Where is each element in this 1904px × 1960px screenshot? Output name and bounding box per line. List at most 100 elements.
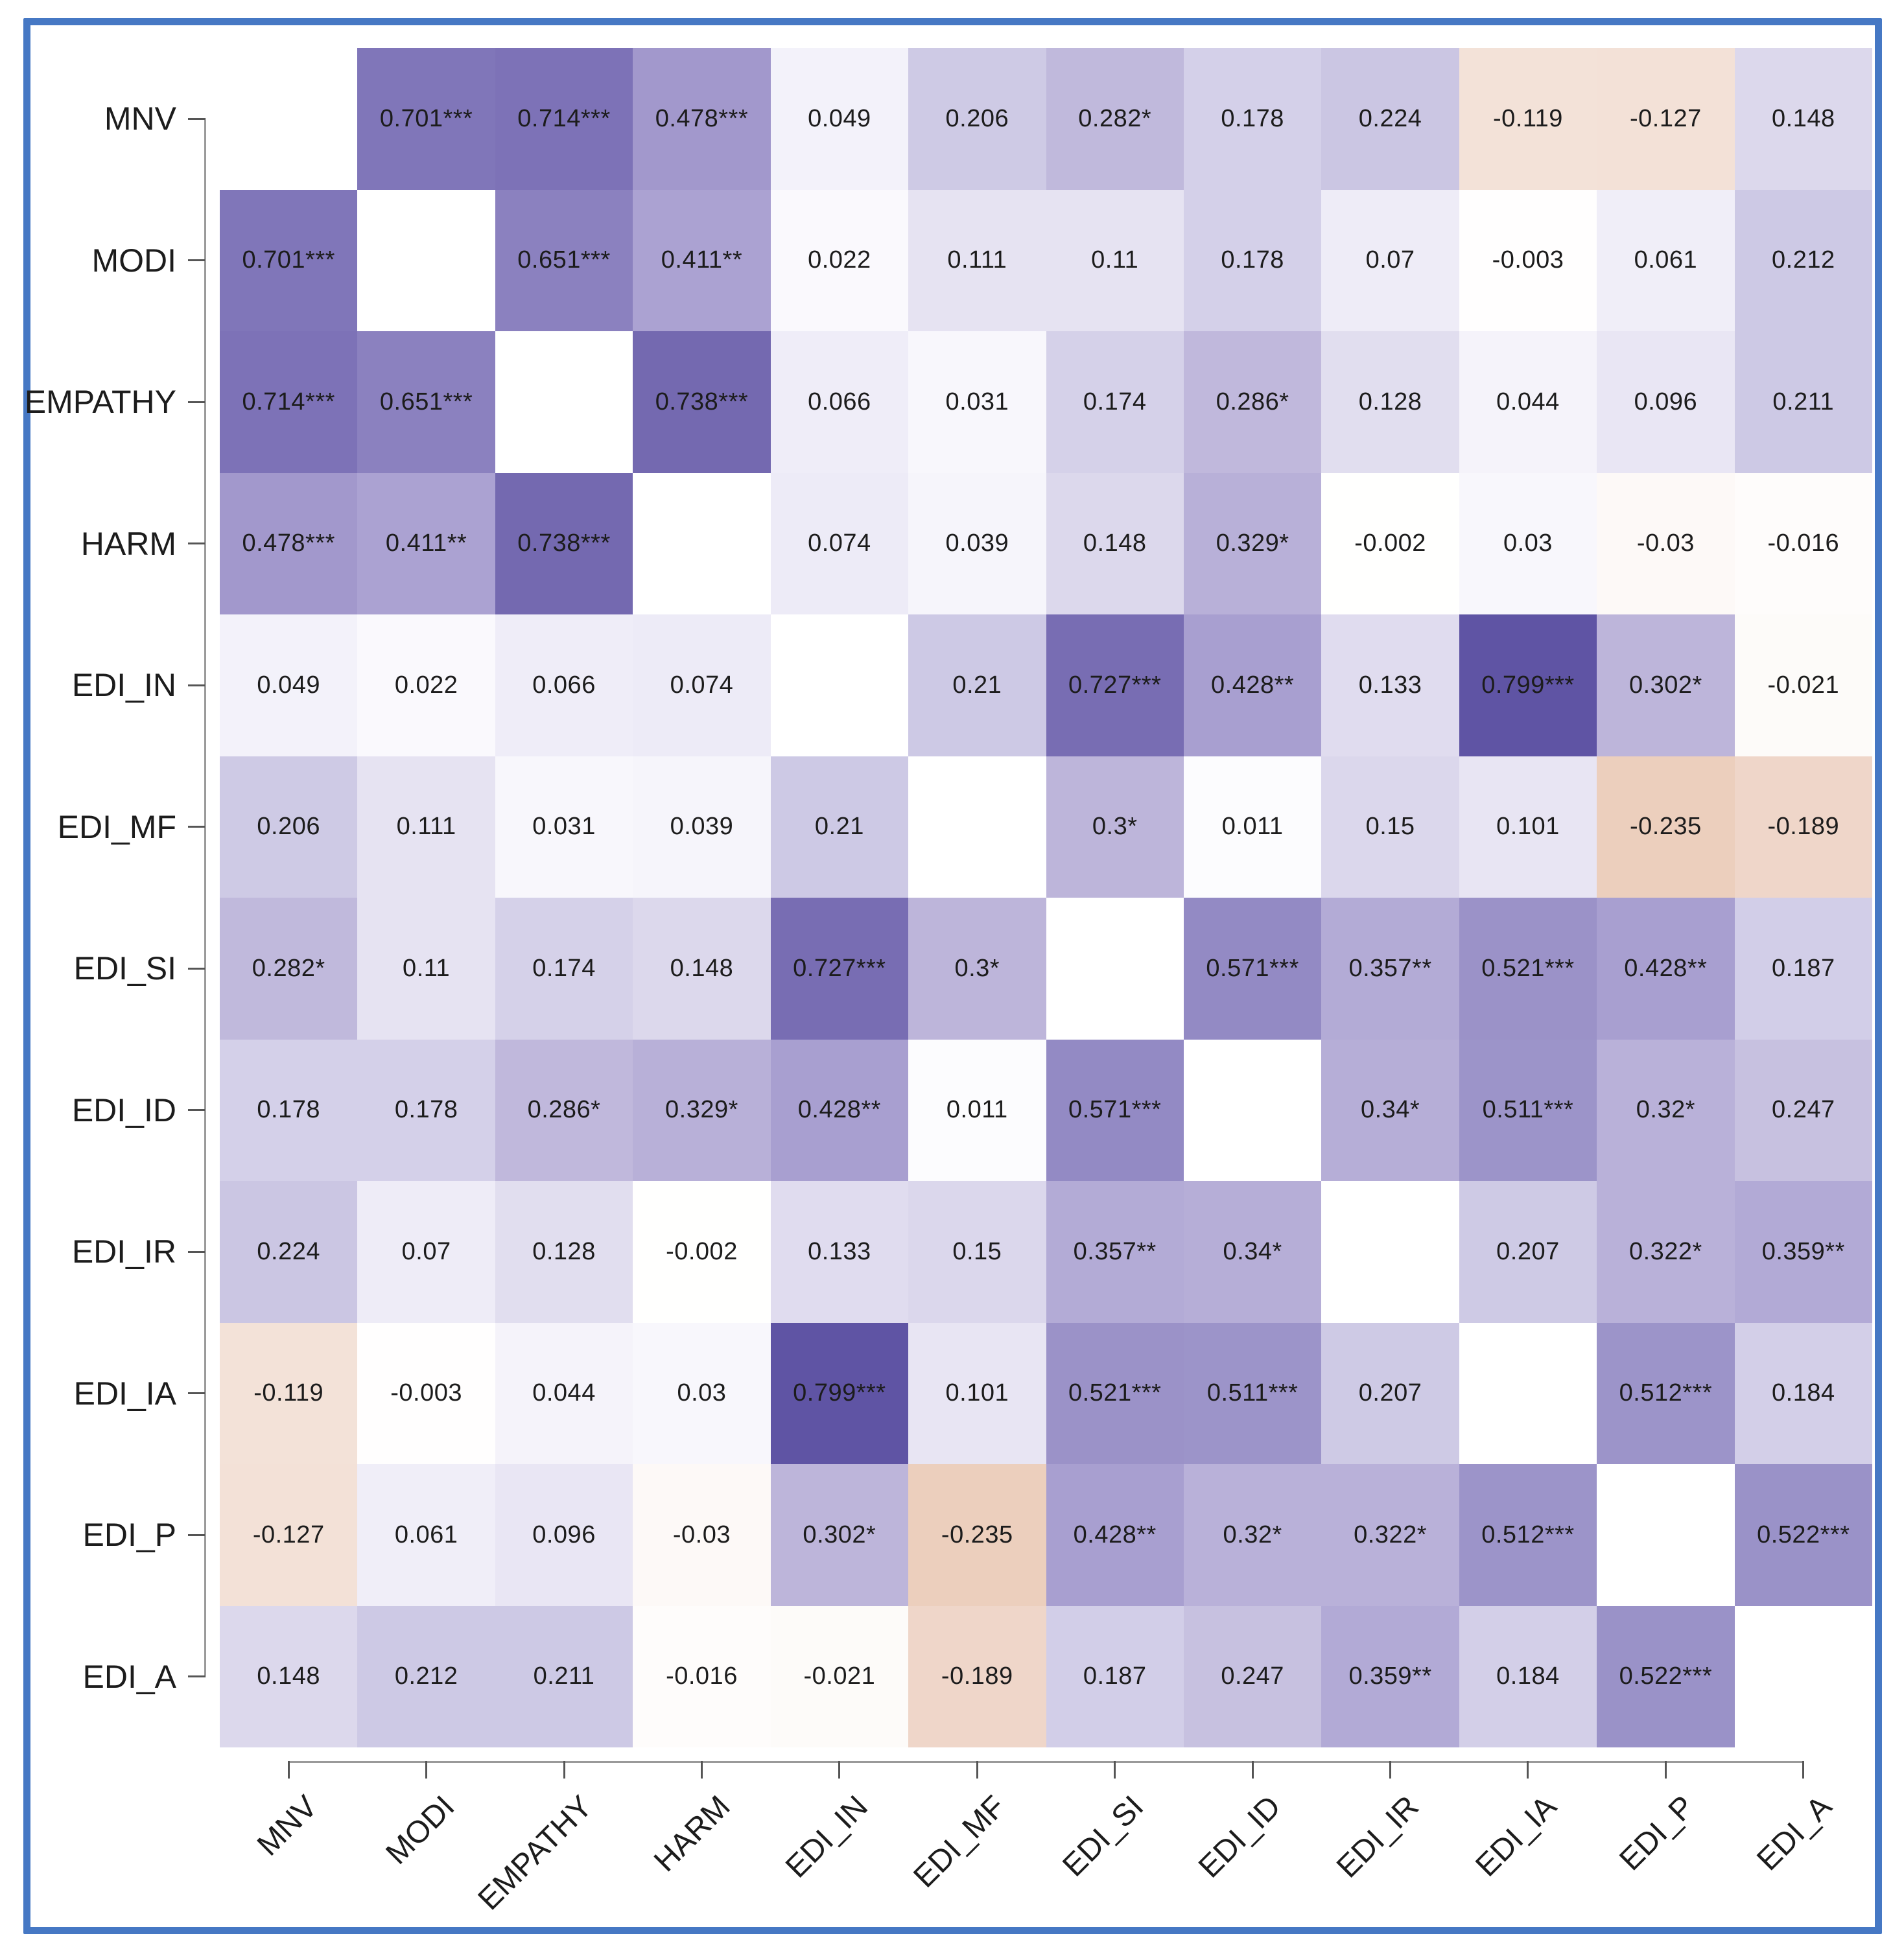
cell-value: 0.187	[1083, 1662, 1147, 1690]
heatmap-cell: 0.111	[357, 756, 495, 898]
y-axis-label: EDI_A	[82, 1658, 176, 1695]
cell-value: 0.049	[808, 104, 871, 132]
cell-value: 0.212	[1772, 246, 1835, 274]
cell-value: 0.061	[1634, 246, 1698, 274]
x-axis-label: EDI_ID	[1192, 1789, 1288, 1885]
heatmap-cell: 0.178	[1183, 48, 1322, 190]
y-axis-tick	[188, 117, 205, 120]
cell-value: 0.571***	[1206, 954, 1299, 982]
heatmap-cell: -0.021	[770, 1605, 909, 1747]
heatmap-cell: 0.329*	[633, 1039, 771, 1181]
cell-value: 0.039	[945, 530, 1009, 557]
heatmap-cell: -0.189	[1734, 756, 1873, 898]
cell-value: 0.329*	[1216, 530, 1289, 557]
heatmap-cell: 0.133	[770, 1181, 909, 1323]
y-axis-label: EMPATHY	[24, 384, 176, 421]
y-axis-tick	[188, 967, 205, 970]
heatmap-cell: 0.044	[1459, 331, 1597, 473]
heatmap-cell: 0.11	[1046, 189, 1184, 331]
heatmap-cell: 0.34*	[1183, 1181, 1322, 1323]
cell-value: 0.799***	[1481, 671, 1575, 699]
cell-value: 0.011	[1221, 813, 1284, 841]
y-axis-tick	[188, 401, 205, 403]
heatmap-cell: 0.101	[1459, 756, 1597, 898]
cell-value: 0.066	[808, 388, 871, 415]
x-axis-tick	[976, 1761, 978, 1779]
heatmap-cell: -0.119	[220, 1322, 358, 1464]
cell-value: -0.003	[390, 1379, 462, 1407]
x-axis-tick	[1527, 1761, 1529, 1779]
cell-value: 0.512***	[1619, 1379, 1713, 1407]
heatmap-cell: 0.21	[908, 614, 1046, 756]
x-axis-tick	[287, 1761, 290, 1779]
heatmap-cell: 0.727***	[1046, 614, 1184, 756]
y-axis-label: EDI_SI	[73, 950, 176, 987]
heatmap-cell: 0.178	[357, 1039, 495, 1181]
heatmap-cell: 0.206	[908, 48, 1046, 190]
cell-value: 0.651***	[379, 388, 473, 415]
heatmap-cell: -0.03	[633, 1464, 771, 1606]
cell-value: 0.174	[532, 954, 596, 982]
cell-value: 0.15	[952, 1237, 1002, 1265]
cell-value: 0.727***	[1068, 671, 1162, 699]
cell-value: 0.329*	[665, 1096, 738, 1124]
cell-value: 0.3*	[1092, 813, 1138, 841]
cell-value: 0.322*	[1628, 1237, 1702, 1265]
cell-value: 0.738***	[517, 530, 611, 557]
heatmap-cell: 0.133	[1321, 614, 1459, 756]
heatmap-cell: 0.329*	[1183, 472, 1322, 614]
cell-value: 0.022	[808, 246, 871, 274]
cell-value: 0.011	[946, 1096, 1008, 1124]
heatmap-cell: -0.189	[908, 1605, 1046, 1747]
heatmap-cell: 0.428**	[1183, 614, 1322, 756]
heatmap-cell: 0.074	[770, 472, 909, 614]
heatmap-cell: 0.511***	[1459, 1039, 1597, 1181]
heatmap-cell: 0.411**	[633, 189, 771, 331]
heatmap-cell: 0.522***	[1597, 1605, 1735, 1747]
heatmap-cell: -0.235	[1597, 756, 1735, 898]
heatmap-cell: 0.178	[1183, 189, 1322, 331]
cell-value: 0.322*	[1354, 1521, 1427, 1548]
cell-value: 0.128	[1358, 388, 1422, 415]
heatmap-cell: 0.187	[1734, 898, 1873, 1040]
heatmap-cell: 0.049	[220, 614, 358, 756]
y-axis-label: EDI_P	[82, 1517, 176, 1554]
x-axis-tick	[425, 1761, 428, 1779]
heatmap-cell: 0.03	[633, 1322, 771, 1464]
y-axis-label: EDI_IR	[71, 1233, 176, 1270]
cell-value: 0.286*	[1216, 388, 1289, 415]
heatmap-cell: 0.022	[357, 614, 495, 756]
heatmap-cell: 0.066	[495, 614, 633, 756]
y-axis-tick	[188, 1392, 205, 1395]
cell-value: 0.111	[947, 246, 1007, 274]
heatmap-cell: 0.11	[357, 898, 495, 1040]
cell-value: 0.101	[1496, 813, 1560, 841]
cell-value: 0.799***	[793, 1379, 886, 1407]
heatmap-cell: 0.15	[1321, 756, 1459, 898]
cell-value: 0.224	[1358, 104, 1422, 132]
cell-value: 0.096	[1634, 388, 1698, 415]
cell-value: 0.066	[532, 671, 596, 699]
cell-value: 0.428**	[1211, 671, 1295, 699]
cell-value: 0.074	[670, 671, 734, 699]
cell-value: -0.021	[1767, 671, 1840, 699]
heatmap-cell: 0.061	[357, 1464, 495, 1606]
cell-value: -0.127	[252, 1521, 325, 1548]
heatmap-cell: 0.478***	[633, 48, 771, 190]
cell-value: 0.178	[394, 1096, 458, 1124]
heatmap-cell: 0.011	[908, 1039, 1046, 1181]
heatmap-cell: 0.07	[357, 1181, 495, 1323]
cell-value: 0.212	[394, 1662, 458, 1690]
heatmap-cell: 0.128	[495, 1181, 633, 1323]
heatmap-cell: 0.478***	[220, 472, 358, 614]
cell-value: 0.727***	[793, 954, 886, 982]
heatmap-cell: 0.521***	[1046, 1322, 1184, 1464]
heatmap-cell: -0.002	[1321, 472, 1459, 614]
cell-value: 0.359**	[1348, 1662, 1432, 1690]
x-axis-tick	[1389, 1761, 1392, 1779]
heatmap-cell: 0.521***	[1459, 898, 1597, 1040]
x-axis-label: EDI_MF	[907, 1789, 1013, 1895]
heatmap-cell: 0.039	[633, 756, 771, 898]
y-axis-tick	[188, 684, 205, 686]
